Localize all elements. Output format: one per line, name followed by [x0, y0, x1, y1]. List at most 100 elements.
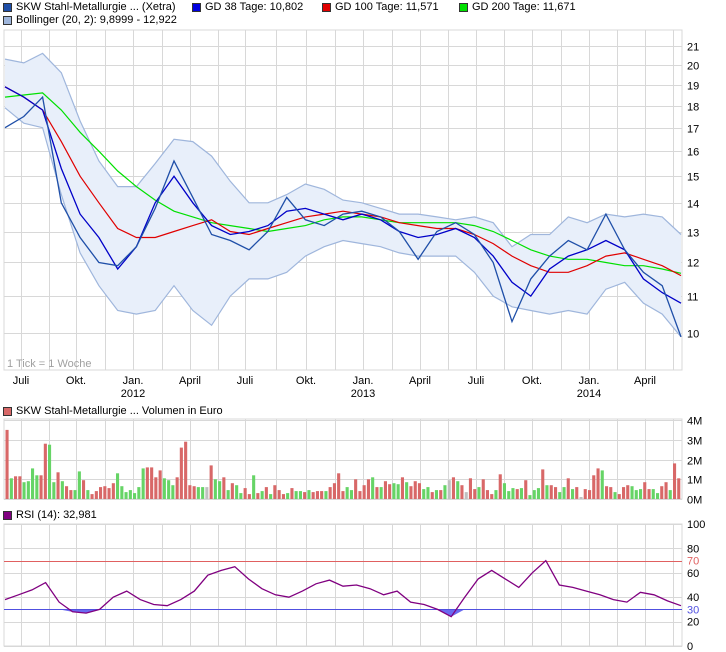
volume-bar: [294, 491, 298, 499]
volume-bar: [651, 489, 655, 499]
x-axis-year: 2014: [577, 388, 601, 400]
price-axis-tick: 11: [687, 292, 698, 304]
legend-swatch-price: [3, 2, 12, 12]
x-axis-year: 2012: [121, 388, 145, 400]
volume-bar: [443, 485, 447, 499]
rsi-axis-tick: 0: [687, 641, 693, 652]
volume-bar: [558, 492, 562, 499]
volume-bar: [226, 490, 230, 499]
volume-bar: [677, 478, 681, 499]
volume-bar: [451, 477, 455, 499]
volume-bar: [107, 488, 111, 499]
volume-bar: [230, 483, 234, 499]
volume-bar: [188, 485, 192, 499]
rsi-axis-tick: 40: [687, 592, 699, 604]
x-axis-month: Juli: [237, 375, 254, 387]
rsi-axis-tick: 70: [687, 556, 699, 568]
volume-axis-tick: 0M: [687, 495, 702, 507]
volume-bar: [77, 471, 81, 499]
price-axis-tick: 19: [687, 81, 699, 93]
volume-bar: [273, 485, 277, 499]
volume-bar: [243, 488, 247, 499]
price-axis-tick: 15: [687, 172, 699, 184]
volume-bar: [392, 483, 396, 499]
bollinger-lower: [4, 107, 682, 338]
bollinger-upper: [4, 52, 682, 248]
volume-bar: [434, 490, 438, 499]
volume-bar: [235, 485, 239, 499]
volume-bar: [362, 485, 366, 499]
volume-bar: [311, 492, 315, 499]
volume-bar: [43, 443, 47, 499]
volume-bar: [90, 494, 94, 499]
legend-swatch-gd38: [192, 2, 201, 12]
rsi-axis-tick: 80: [687, 543, 699, 555]
volume-bar: [617, 494, 621, 499]
x-axis-month: Juli: [468, 375, 485, 387]
legend-bollinger: Bollinger (20, 2): 9,8999 - 12,922: [3, 14, 177, 26]
price-axis-tick: 18: [687, 102, 699, 114]
volume-bar: [673, 463, 677, 499]
volume-bar: [609, 487, 613, 499]
price-axis-tick: 21: [687, 42, 699, 54]
volume-bar: [613, 492, 617, 499]
volume-bar: [22, 482, 26, 499]
volume-bar: [337, 473, 341, 499]
volume-bar: [99, 487, 103, 499]
volume-bar: [511, 488, 515, 499]
volume-bar: [124, 492, 128, 499]
volume-bar: [69, 490, 73, 499]
legend-rsi-label: RSI (14): 32,981: [16, 509, 97, 521]
volume-bar: [354, 479, 358, 500]
volume-bar: [209, 465, 213, 499]
volume-bar: [103, 486, 107, 499]
volume-bar: [668, 490, 672, 499]
volume-bar: [128, 490, 132, 499]
volume-bar: [60, 481, 64, 499]
volume-bar: [396, 484, 400, 499]
legend-gd200: GD 200 Tage: 11,671: [459, 1, 576, 13]
volume-bar: [430, 492, 434, 499]
volume-bar: [541, 469, 545, 499]
volume-bar: [65, 486, 69, 499]
volume-bar: [375, 487, 379, 499]
volume-bar: [18, 476, 22, 499]
volume-bar: [158, 470, 162, 499]
volume-bar: [426, 487, 430, 499]
volume-bar: [468, 478, 472, 499]
volume-bar: [298, 491, 302, 499]
volume-bar: [515, 489, 519, 499]
volume-bar: [371, 477, 375, 499]
volume-bar: [588, 490, 592, 499]
volume-bar: [222, 477, 226, 499]
volume-bar: [252, 475, 256, 499]
volume-bar: [179, 447, 183, 499]
x-axis-month: Jan.: [123, 375, 144, 387]
volume-bar: [82, 480, 86, 499]
volume-bar: [145, 467, 149, 499]
volume-bar: [277, 490, 281, 499]
volume-bar: [290, 488, 294, 499]
volume-bar: [260, 491, 264, 499]
volume-bar: [341, 491, 345, 499]
legend-swatch-rsi: [3, 510, 12, 520]
volume-bar: [664, 482, 668, 499]
volume-bar: [196, 487, 200, 499]
legend-swatch-bollinger: [3, 15, 12, 25]
volume-bar: [9, 478, 13, 499]
volume-bar: [417, 483, 421, 499]
volume-bar: [5, 429, 9, 499]
volume-bar: [545, 485, 549, 499]
gd38-line: [4, 86, 682, 304]
volume-bar: [532, 490, 536, 499]
rsi-axis-tick: 60: [687, 568, 699, 580]
volume-bar: [575, 487, 579, 499]
volume-bar: [507, 491, 511, 499]
volume-bar: [498, 474, 502, 499]
volume-bar: [554, 487, 558, 499]
rsi-axis-tick: 30: [687, 604, 699, 616]
volume-bar: [264, 487, 268, 499]
volume-bar: [52, 482, 56, 499]
volume-bar: [286, 493, 290, 499]
